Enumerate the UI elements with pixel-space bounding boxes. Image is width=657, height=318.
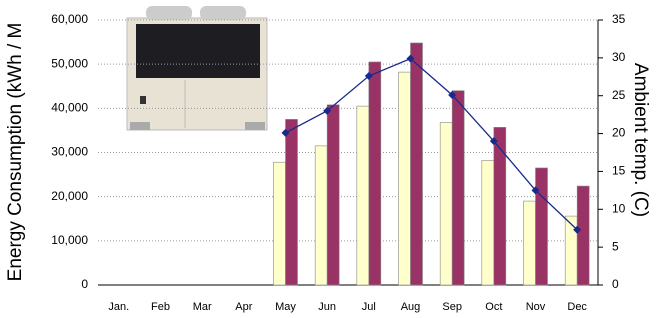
y2-tick-label: 25 bbox=[612, 88, 626, 102]
x-tick-label: Oct bbox=[485, 301, 502, 313]
x-tick-label: May bbox=[275, 301, 296, 313]
x-tick-label: Dec bbox=[567, 301, 587, 313]
y-tick-label: 10,000 bbox=[51, 233, 88, 247]
bar bbox=[440, 122, 452, 285]
y-tick-label: 40,000 bbox=[51, 101, 88, 115]
y2-tick-label: 10 bbox=[612, 201, 626, 215]
bar bbox=[327, 105, 339, 285]
x-tick-label: Apr bbox=[235, 301, 252, 313]
y2-tick-label: 30 bbox=[612, 50, 626, 64]
y2-tick-label: 20 bbox=[612, 126, 626, 140]
y2-tick-label: 5 bbox=[612, 239, 619, 253]
bar bbox=[274, 162, 286, 285]
bar bbox=[315, 146, 327, 285]
page: {"chart_data": { "type": "bar-line", "y_… bbox=[0, 0, 657, 318]
bar bbox=[286, 119, 298, 285]
x-tick-label: Feb bbox=[151, 301, 170, 313]
product-image bbox=[127, 6, 267, 130]
y-tick-label: 50,000 bbox=[51, 56, 88, 70]
bar bbox=[399, 72, 411, 285]
x-tick-label: Jan. bbox=[108, 301, 129, 313]
x-tick-label: Sep bbox=[442, 301, 462, 313]
bar bbox=[482, 160, 494, 285]
bar bbox=[411, 43, 423, 285]
bar bbox=[494, 127, 506, 285]
chart: Energy Consumption (kWh / M Ambient temp… bbox=[0, 0, 657, 318]
y2-tick-label: 15 bbox=[612, 164, 626, 178]
y2-tick-label: 0 bbox=[612, 277, 619, 291]
bar bbox=[524, 201, 536, 285]
y-axis-title: Energy Consumption (kWh / M bbox=[5, 23, 26, 282]
y2-tick-label: 35 bbox=[612, 12, 626, 26]
y-tick-label: 30,000 bbox=[51, 145, 88, 159]
y-tick-label: 0 bbox=[81, 277, 88, 291]
bar bbox=[369, 62, 381, 285]
bar bbox=[565, 216, 577, 285]
bar bbox=[536, 168, 548, 285]
bar bbox=[577, 186, 589, 285]
bar bbox=[357, 106, 369, 285]
bar bbox=[452, 91, 464, 285]
y-tick-label: 60,000 bbox=[51, 12, 88, 26]
x-tick-label: Mar bbox=[193, 301, 212, 313]
x-tick-label: Aug bbox=[401, 301, 421, 313]
x-tick-label: Nov bbox=[526, 301, 546, 313]
y2-axis-title: Ambient temp. (C) bbox=[630, 63, 651, 217]
x-tick-label: Jun bbox=[318, 301, 336, 313]
x-tick-label: Jul bbox=[362, 301, 376, 313]
y-tick-label: 20,000 bbox=[51, 189, 88, 203]
